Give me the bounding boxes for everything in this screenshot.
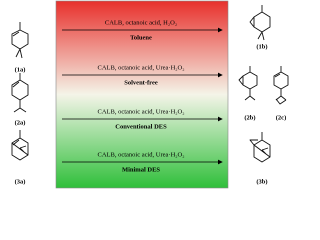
molecule bbox=[249, 132, 271, 163]
molecule bbox=[11, 73, 29, 113]
medium: Toluene bbox=[130, 34, 152, 41]
molecule bbox=[249, 5, 271, 41]
molecule bbox=[238, 66, 258, 101]
reagents: CALB, octanoic acid, Urea·H₂O₂ bbox=[97, 64, 184, 71]
product-label: (2b) bbox=[244, 114, 255, 121]
reagents: CALB, octanoic acid, Urea·H₂O₂ bbox=[97, 151, 184, 158]
molecule bbox=[273, 66, 289, 105]
product-label: (1b) bbox=[256, 43, 267, 50]
reagents: CALB, octanoic acid, Urea·H₂O₂ bbox=[97, 108, 184, 115]
medium: Minimal DES bbox=[122, 166, 160, 173]
product-label: (2c) bbox=[276, 114, 286, 121]
reactant-label: (1a) bbox=[15, 66, 26, 73]
product-label: (3b) bbox=[256, 178, 267, 185]
medium: Conventional DES bbox=[115, 123, 167, 130]
reactant-label: (3a) bbox=[15, 178, 26, 185]
molecule bbox=[11, 22, 29, 59]
molecule bbox=[11, 130, 29, 161]
reagents: CALB, octanoic acid, H₂O₂ bbox=[105, 19, 177, 26]
gradient-box bbox=[55, 0, 229, 189]
medium: Solvent-free bbox=[124, 79, 158, 86]
reaction-scheme: CALB, octanoic acid, H₂O₂ Toluene CALB, … bbox=[11, 0, 289, 189]
reactant-label: (2a) bbox=[15, 119, 26, 126]
